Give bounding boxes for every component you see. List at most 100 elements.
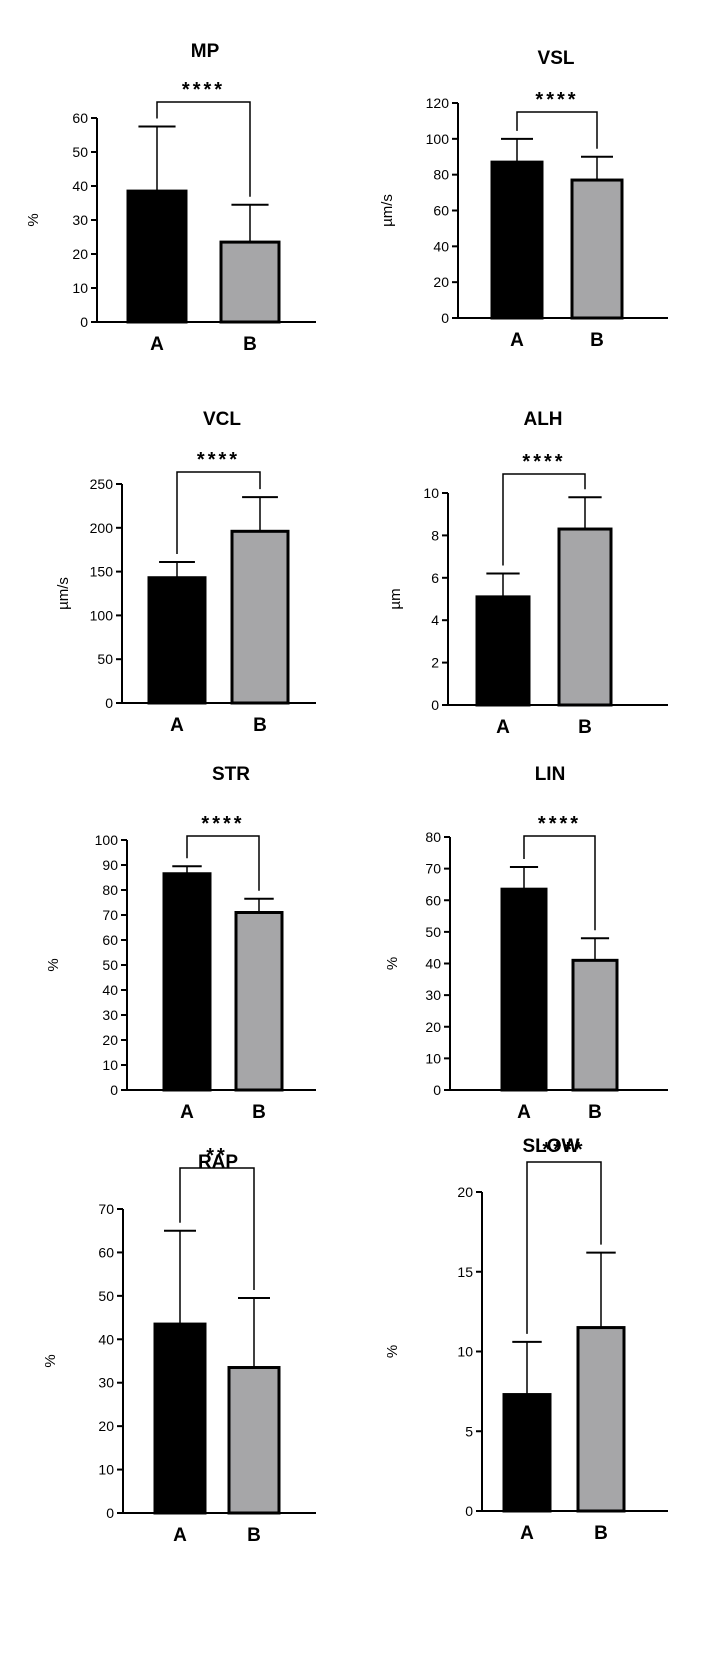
y-tick-label: 70 — [102, 907, 118, 923]
significance-bracket — [156, 101, 251, 197]
y-tick-label: 0 — [433, 1082, 441, 1098]
significance-bracket — [176, 471, 261, 554]
y-tick-label: 80 — [425, 829, 441, 845]
y-tick-label: 10 — [98, 1462, 114, 1478]
y-tick-label: 100 — [95, 832, 119, 848]
y-tick-label: 30 — [102, 1007, 118, 1023]
y-tick-label: 0 — [465, 1503, 473, 1519]
bar-a — [502, 1393, 552, 1513]
x-tick-label: B — [252, 1102, 266, 1123]
y-tick-label: 2 — [431, 655, 439, 671]
chart-title: VSL — [538, 48, 575, 69]
significance-label: **** — [538, 813, 581, 835]
significance-bracket — [516, 111, 598, 149]
x-tick-label: B — [243, 334, 257, 355]
y-tick-label: 40 — [98, 1331, 114, 1347]
y-axis-label: % — [384, 1345, 401, 1358]
y-tick-label: 80 — [433, 167, 449, 183]
significance-label: **** — [201, 813, 244, 835]
y-tick-label: 10 — [72, 280, 88, 296]
x-tick-label: B — [588, 1102, 602, 1123]
y-tick-label: 0 — [110, 1082, 118, 1098]
y-tick-label: 40 — [102, 982, 118, 998]
y-tick-label: 60 — [72, 110, 88, 126]
y-tick-label: 80 — [102, 882, 118, 898]
y-tick-label: 40 — [433, 238, 449, 254]
chart-title: LIN — [535, 764, 566, 785]
y-tick-label: 30 — [425, 987, 441, 1003]
x-tick-label: B — [578, 717, 592, 738]
x-tick-label: A — [520, 1523, 534, 1544]
y-tick-label: 60 — [425, 892, 441, 908]
bar-b — [557, 527, 613, 707]
bar-b — [571, 958, 619, 1092]
chart-title: MP — [191, 41, 220, 62]
chart-title: ALH — [523, 409, 562, 430]
significance-bracket — [179, 1167, 255, 1291]
bar-a — [162, 872, 212, 1092]
y-tick-label: 0 — [80, 314, 88, 330]
y-tick-label: 0 — [431, 697, 439, 713]
bar-a — [490, 160, 544, 320]
chart-lin: LIN% 0 10 20 30 40 50 60 70 80 A B **** — [384, 764, 668, 1123]
significance-label: **** — [522, 451, 565, 473]
y-tick-label: 15 — [457, 1264, 473, 1280]
y-tick-label: 150 — [90, 564, 114, 580]
significance-bracket — [502, 473, 586, 566]
y-tick-label: 10 — [423, 485, 439, 501]
y-tick-label: 50 — [72, 144, 88, 160]
chart-title: SLOW — [523, 1136, 580, 1157]
y-tick-label: 40 — [72, 178, 88, 194]
y-tick-label: 20 — [425, 1019, 441, 1035]
bar-a — [475, 595, 531, 707]
y-axis-label: % — [25, 213, 42, 226]
y-tick-label: 60 — [102, 932, 118, 948]
y-tick-label: 40 — [425, 956, 441, 972]
significance-label: **** — [182, 79, 225, 101]
y-tick-label: 70 — [98, 1201, 114, 1217]
y-tick-label: 250 — [90, 476, 114, 492]
y-tick-label: 100 — [426, 131, 450, 147]
y-axis-label: % — [45, 958, 62, 971]
significance-label: ** — [206, 1145, 228, 1167]
y-axis-label: µm/s — [379, 194, 396, 227]
y-tick-label: 70 — [425, 861, 441, 877]
significance-label: **** — [542, 1139, 585, 1161]
bar-b — [576, 1326, 626, 1513]
chart-str: STR% 0 10 20 30 40 50 60 70 80 90 100 A B **** — [45, 764, 316, 1123]
y-tick-label: 100 — [90, 607, 114, 623]
y-tick-label: 50 — [102, 957, 118, 973]
y-tick-label: 10 — [425, 1050, 441, 1066]
y-tick-label: 20 — [72, 246, 88, 262]
x-tick-label: A — [517, 1102, 531, 1123]
bar-a — [147, 576, 207, 705]
chart-title: VCL — [203, 409, 241, 430]
significance-bracket — [186, 835, 260, 891]
x-tick-label: A — [510, 330, 524, 351]
chart-alh: ALH µm 0 2 4 6 8 10 A B **** — [387, 409, 668, 738]
y-tick-label: 20 — [457, 1184, 473, 1200]
y-tick-label: 0 — [106, 1505, 114, 1521]
y-tick-label: 60 — [98, 1244, 114, 1260]
y-tick-label: 20 — [433, 274, 449, 290]
chart-slow: SLOW% 0 5 10 15 20 A B **** — [384, 1136, 668, 1544]
y-tick-label: 20 — [98, 1418, 114, 1434]
y-tick-label: 10 — [457, 1344, 473, 1360]
chart-vcl: VCL µm/s 0 50 100 150 200 250 A B **** — [55, 409, 316, 736]
bar-b — [230, 529, 290, 705]
significance-label: **** — [197, 449, 240, 471]
y-tick-label: 50 — [97, 651, 113, 667]
bar-b — [570, 178, 624, 320]
y-tick-label: 50 — [98, 1288, 114, 1304]
significance-bracket — [523, 835, 596, 931]
y-axis-label: % — [42, 1354, 59, 1367]
bar-b — [234, 911, 284, 1092]
y-tick-label: 0 — [441, 310, 449, 326]
y-tick-label: 60 — [433, 203, 449, 219]
y-tick-label: 120 — [426, 95, 450, 111]
x-tick-label: B — [594, 1523, 608, 1544]
x-tick-label: A — [150, 334, 164, 355]
x-tick-label: A — [180, 1102, 194, 1123]
